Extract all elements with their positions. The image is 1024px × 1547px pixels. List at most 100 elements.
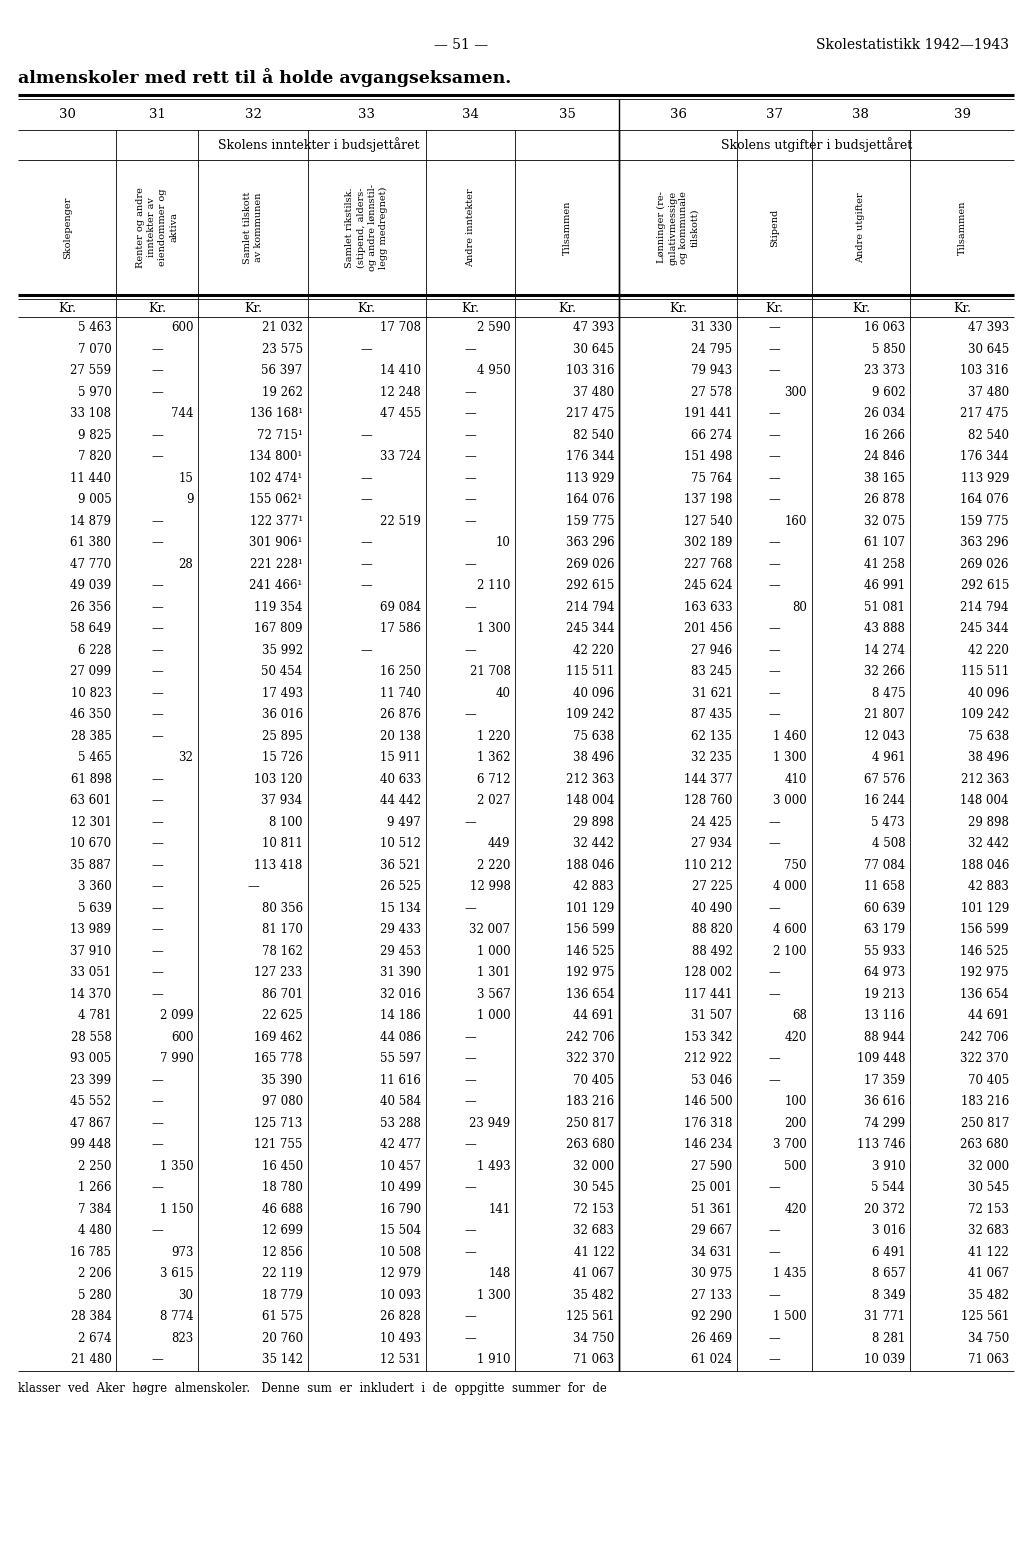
Text: 136 654: 136 654 xyxy=(565,987,614,1001)
Text: 32 442: 32 442 xyxy=(573,837,614,851)
Text: 72 715¹: 72 715¹ xyxy=(257,429,303,442)
Text: 38: 38 xyxy=(853,108,869,121)
Text: 148 004: 148 004 xyxy=(961,794,1009,808)
Text: Kr.: Kr. xyxy=(58,302,76,314)
Text: 1 910: 1 910 xyxy=(477,1354,510,1366)
Text: 102 474¹: 102 474¹ xyxy=(250,472,303,484)
Text: 16 063: 16 063 xyxy=(864,322,905,334)
Text: Skolens inntekter i budsjettåret: Skolens inntekter i budsjettåret xyxy=(218,138,420,153)
Text: —: — xyxy=(152,815,163,829)
Text: —: — xyxy=(769,622,780,636)
Text: 23 575: 23 575 xyxy=(261,343,303,356)
Text: 43 888: 43 888 xyxy=(864,622,905,636)
Text: —: — xyxy=(152,859,163,873)
Text: 13 116: 13 116 xyxy=(864,1009,905,1023)
Text: 31 390: 31 390 xyxy=(380,967,421,979)
Text: 80: 80 xyxy=(792,600,807,614)
Text: —: — xyxy=(769,665,780,678)
Text: 44 691: 44 691 xyxy=(968,1009,1009,1023)
Text: 19 262: 19 262 xyxy=(262,385,303,399)
Text: 32 683: 32 683 xyxy=(573,1224,614,1238)
Text: —: — xyxy=(360,429,373,442)
Text: 16 250: 16 250 xyxy=(380,665,421,678)
Text: 37 934: 37 934 xyxy=(261,794,303,808)
Text: 3 910: 3 910 xyxy=(871,1160,905,1173)
Text: 155 062¹: 155 062¹ xyxy=(250,493,303,506)
Text: 16 244: 16 244 xyxy=(864,794,905,808)
Text: 250 817: 250 817 xyxy=(566,1117,614,1129)
Text: 46 991: 46 991 xyxy=(864,579,905,593)
Text: 61 898: 61 898 xyxy=(71,774,112,786)
Text: 128 760: 128 760 xyxy=(684,794,732,808)
Text: 2 110: 2 110 xyxy=(477,579,510,593)
Text: 24 795: 24 795 xyxy=(691,343,732,356)
Text: 32 000: 32 000 xyxy=(968,1160,1009,1173)
Text: 97 080: 97 080 xyxy=(261,1095,303,1108)
Text: 20 138: 20 138 xyxy=(380,730,421,743)
Text: 31 330: 31 330 xyxy=(691,322,732,334)
Text: 449: 449 xyxy=(488,837,510,851)
Text: Kr.: Kr. xyxy=(148,302,166,314)
Text: 41 122: 41 122 xyxy=(573,1245,614,1259)
Text: 121 755: 121 755 xyxy=(254,1139,303,1151)
Text: —: — xyxy=(152,1095,163,1108)
Text: 9 497: 9 497 xyxy=(387,815,421,829)
Text: 164 076: 164 076 xyxy=(961,493,1009,506)
Text: —: — xyxy=(465,407,476,421)
Text: 5 970: 5 970 xyxy=(78,385,112,399)
Text: 34: 34 xyxy=(462,108,479,121)
Text: 2 250: 2 250 xyxy=(78,1160,112,1173)
Text: Kr.: Kr. xyxy=(462,302,479,314)
Text: 42 220: 42 220 xyxy=(573,644,614,657)
Text: 1 460: 1 460 xyxy=(773,730,807,743)
Text: —: — xyxy=(465,1074,476,1086)
Text: 302 189: 302 189 xyxy=(684,537,732,549)
Text: 46 350: 46 350 xyxy=(71,709,112,721)
Text: 14 879: 14 879 xyxy=(71,515,112,528)
Text: 16 785: 16 785 xyxy=(71,1245,112,1259)
Text: 2 206: 2 206 xyxy=(78,1267,112,1281)
Text: —: — xyxy=(152,1224,163,1238)
Text: 14 186: 14 186 xyxy=(380,1009,421,1023)
Text: 8 349: 8 349 xyxy=(871,1289,905,1301)
Text: Samlet rikstilsk.
(stipend, alders-
og andre lønnstil-
legg medregnet): Samlet rikstilsk. (stipend, alders- og a… xyxy=(345,184,388,271)
Text: 32 075: 32 075 xyxy=(864,515,905,528)
Text: 42 477: 42 477 xyxy=(380,1139,421,1151)
Text: Kr.: Kr. xyxy=(670,302,687,314)
Text: 10 823: 10 823 xyxy=(71,687,112,699)
Text: 8 281: 8 281 xyxy=(871,1332,905,1344)
Text: 125 561: 125 561 xyxy=(961,1310,1009,1323)
Text: —: — xyxy=(360,644,373,657)
Text: 20 372: 20 372 xyxy=(864,1202,905,1216)
Text: 245 624: 245 624 xyxy=(684,579,732,593)
Text: 212 922: 212 922 xyxy=(684,1052,732,1066)
Text: —: — xyxy=(152,622,163,636)
Text: 13 989: 13 989 xyxy=(71,924,112,936)
Text: —: — xyxy=(465,709,476,721)
Text: Andre inntekter: Andre inntekter xyxy=(466,189,475,266)
Text: 101 129: 101 129 xyxy=(566,902,614,914)
Text: 1 150: 1 150 xyxy=(160,1202,194,1216)
Text: 41 122: 41 122 xyxy=(969,1245,1009,1259)
Text: 146 500: 146 500 xyxy=(684,1095,732,1108)
Text: 32 016: 32 016 xyxy=(380,987,421,1001)
Text: 27 578: 27 578 xyxy=(691,385,732,399)
Text: 1 266: 1 266 xyxy=(78,1182,112,1194)
Text: 109 242: 109 242 xyxy=(961,709,1009,721)
Text: 61 024: 61 024 xyxy=(691,1354,732,1366)
Text: 183 216: 183 216 xyxy=(961,1095,1009,1108)
Text: 37 480: 37 480 xyxy=(968,385,1009,399)
Text: 35 482: 35 482 xyxy=(573,1289,614,1301)
Text: 55 597: 55 597 xyxy=(380,1052,421,1066)
Text: 8 774: 8 774 xyxy=(160,1310,194,1323)
Text: 115 511: 115 511 xyxy=(961,665,1009,678)
Text: 27 225: 27 225 xyxy=(691,880,732,893)
Text: 183 216: 183 216 xyxy=(566,1095,614,1108)
Text: —: — xyxy=(152,343,163,356)
Text: 35 390: 35 390 xyxy=(261,1074,303,1086)
Text: 212 363: 212 363 xyxy=(961,774,1009,786)
Text: 113 418: 113 418 xyxy=(255,859,303,873)
Text: —: — xyxy=(769,815,780,829)
Text: 322 370: 322 370 xyxy=(566,1052,614,1066)
Text: 61 575: 61 575 xyxy=(261,1310,303,1323)
